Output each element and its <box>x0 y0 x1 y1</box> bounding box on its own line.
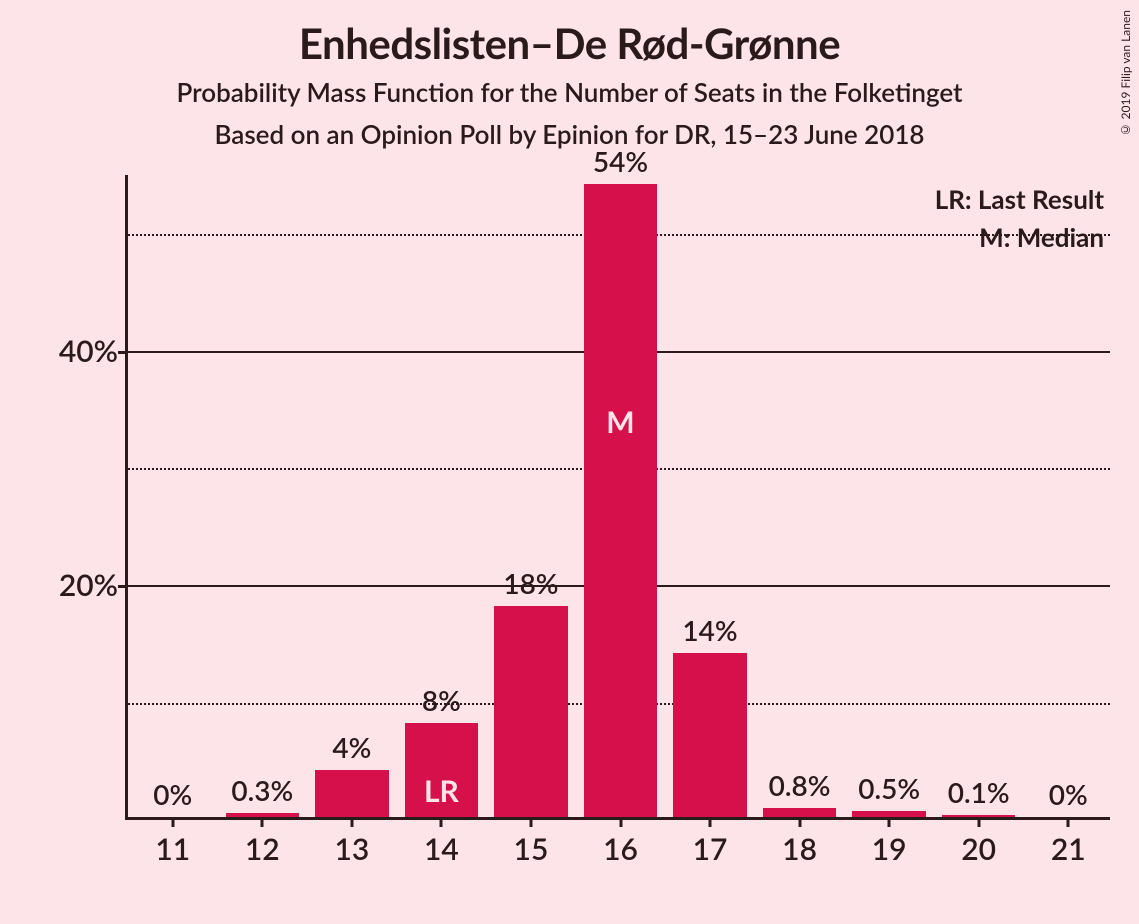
bar: 0.8% <box>763 808 836 817</box>
bar-value-label: 4% <box>292 730 412 764</box>
xtick-mark <box>619 817 622 827</box>
bar-value-label: 54% <box>560 144 680 178</box>
bar-value-label: 14% <box>650 613 770 647</box>
bar-value-label: 0.3% <box>202 773 322 807</box>
bar: 18% <box>494 606 567 817</box>
legend-m: M: Median <box>935 221 1104 253</box>
ytick-label: 40% <box>28 333 118 369</box>
xtick-mark <box>261 817 264 827</box>
xtick-mark <box>350 817 353 827</box>
bar-annotation: LR <box>424 773 459 809</box>
xtick-mark <box>1067 817 1070 827</box>
ytick-mark <box>118 585 128 588</box>
bar-annotation: M <box>606 404 634 440</box>
xtick-mark <box>888 817 891 827</box>
xtick-mark <box>709 817 712 827</box>
legend: LR: Last Result M: Median <box>935 183 1104 259</box>
legend-lr: LR: Last Result <box>935 183 1104 215</box>
chart-subtitle-1: Probability Mass Function for the Number… <box>0 76 1139 108</box>
chart-title: Enhedslisten–De Rød-Grønne <box>0 18 1139 68</box>
bar-value-label: 0% <box>1008 777 1128 811</box>
plot-area: LR: Last Result M: Median 20%40%0%110.3%… <box>125 175 1110 820</box>
bar: 4% <box>315 770 388 817</box>
xtick-label: 21 <box>1008 831 1128 867</box>
xtick-mark <box>171 817 174 827</box>
bar-value-label: 8% <box>381 683 501 717</box>
copyright: © 2019 Filip van Lanen <box>1118 10 1133 138</box>
bar-value-label: 18% <box>471 566 591 600</box>
xtick-mark <box>529 817 532 827</box>
bar: 8%LR <box>405 723 478 817</box>
xtick-mark <box>977 817 980 827</box>
ytick-label: 20% <box>28 567 118 603</box>
xtick-mark <box>798 817 801 827</box>
ytick-mark <box>118 351 128 354</box>
titles: Enhedslisten–De Rød-Grønne Probability M… <box>0 0 1139 150</box>
bar: 54%M <box>584 184 657 817</box>
xtick-mark <box>440 817 443 827</box>
bar: 14% <box>673 653 746 817</box>
chart-area: LR: Last Result M: Median 20%40%0%110.3%… <box>50 175 1110 905</box>
